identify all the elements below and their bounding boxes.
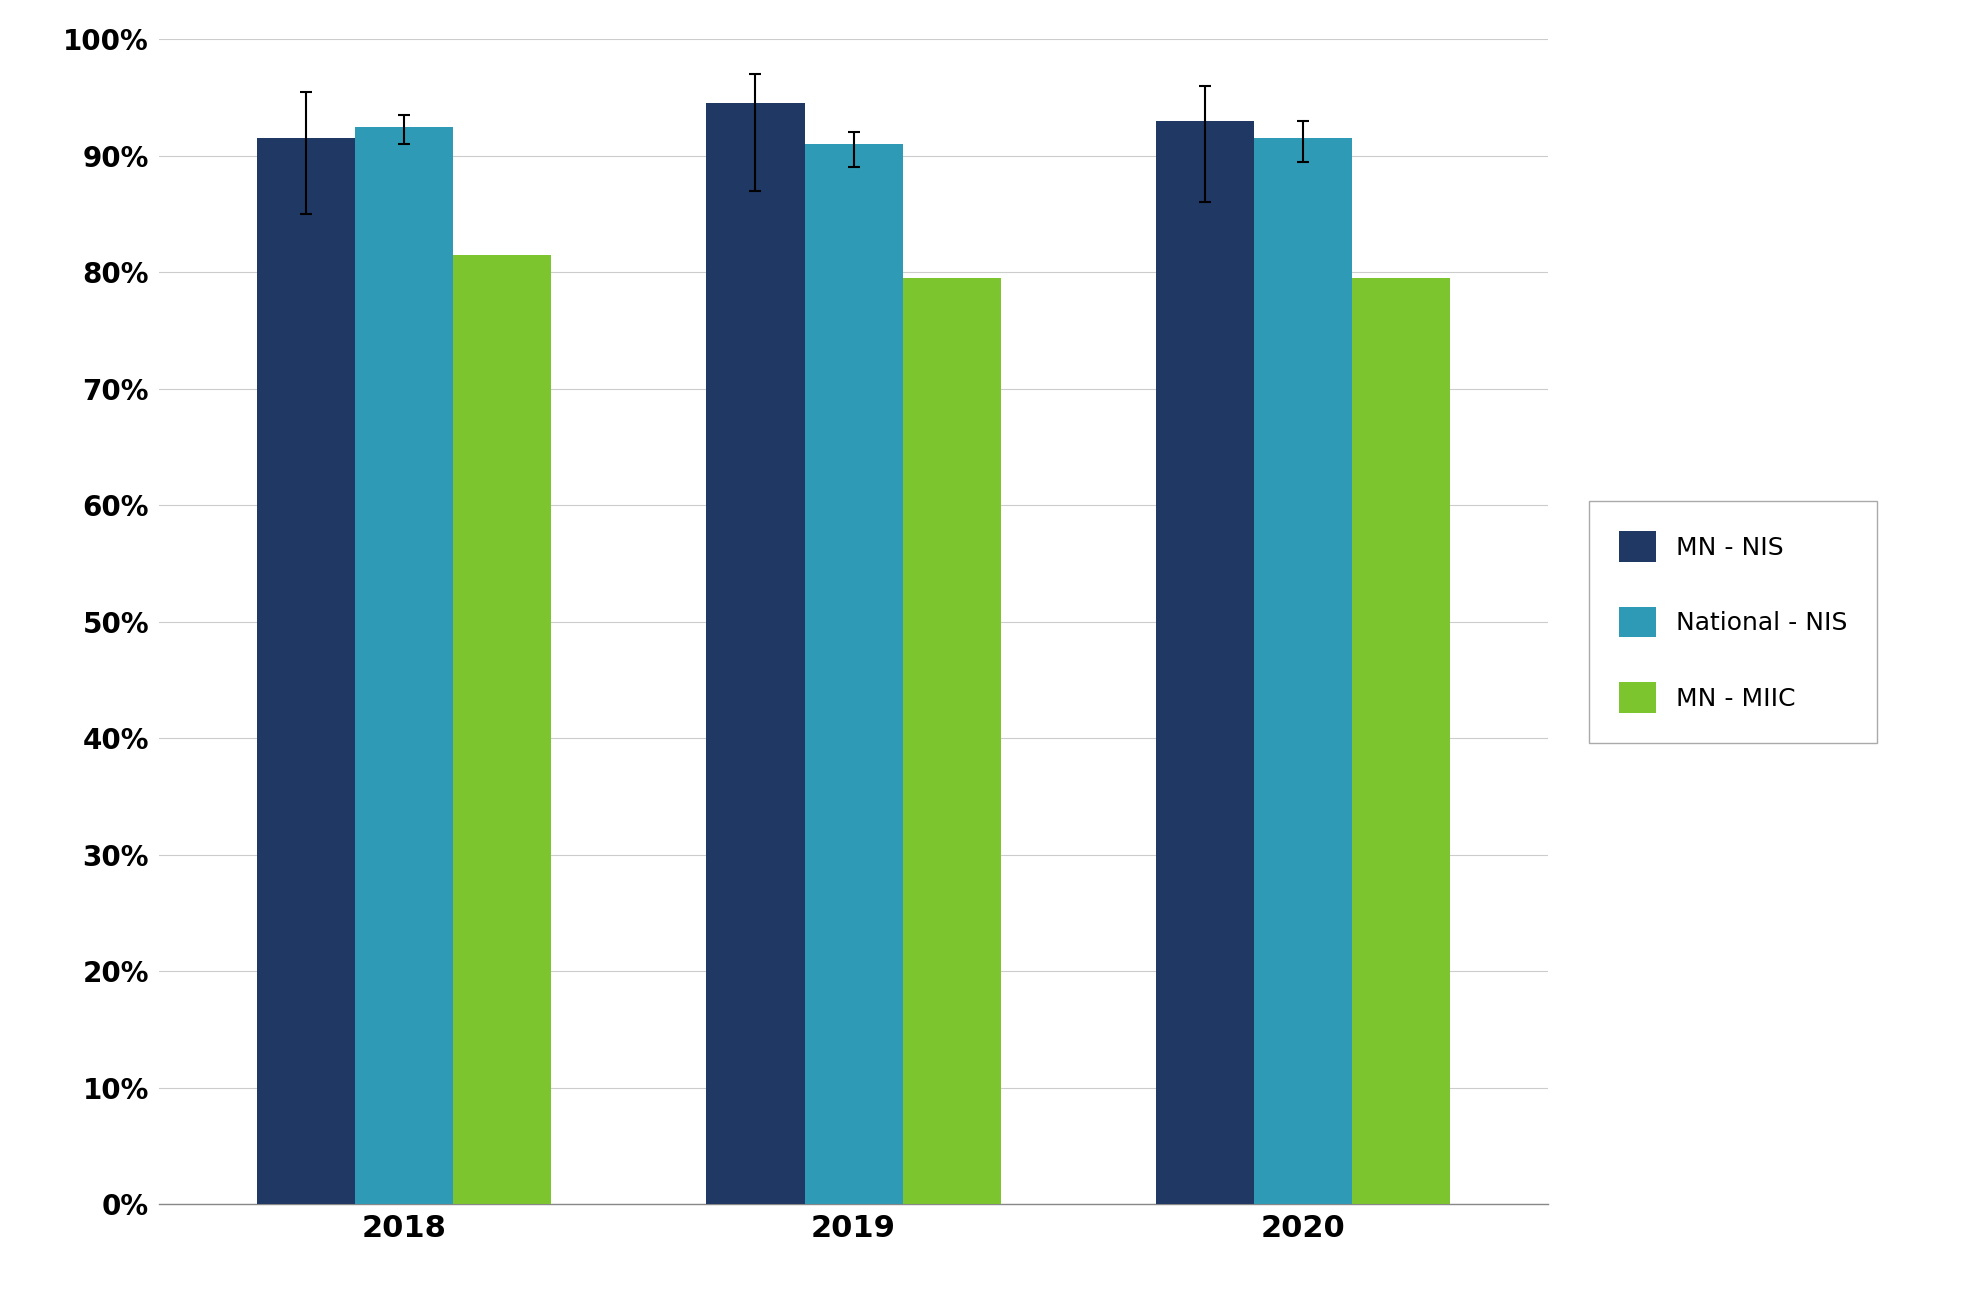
Bar [355,127,453,1204]
Bar [453,255,552,1204]
Bar [1255,139,1352,1204]
Bar [1155,120,1255,1204]
Bar [256,139,355,1204]
Bar [1352,278,1451,1204]
Bar [804,144,903,1204]
Legend: MN - NIS, National - NIS, MN - MIIC: MN - NIS, National - NIS, MN - MIIC [1588,501,1878,742]
Bar [903,278,1000,1204]
Bar [707,103,804,1204]
